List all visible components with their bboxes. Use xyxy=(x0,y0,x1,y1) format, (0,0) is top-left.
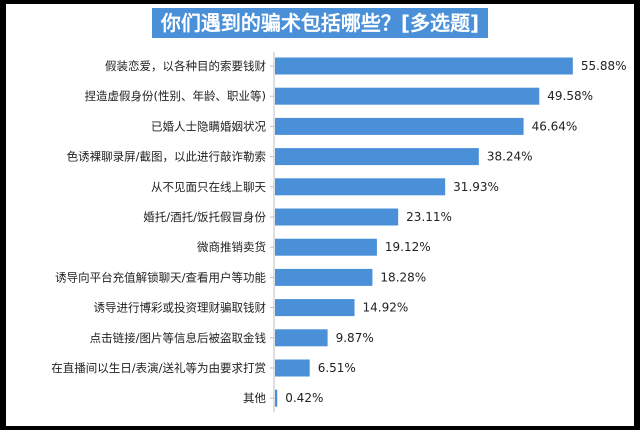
category-label: 捏造虚假身份(性别、年龄、职业等) xyxy=(85,89,266,103)
category-label: 在直播间以生日/表演/送礼等为由要求打赏 xyxy=(51,361,266,375)
category-label: 其他 xyxy=(243,391,266,405)
value-label: 6.51% xyxy=(318,361,356,375)
value-label: 23.11% xyxy=(406,210,452,224)
value-label: 19.12% xyxy=(385,240,431,254)
value-label: 49.58% xyxy=(547,89,593,103)
bar xyxy=(275,178,446,196)
value-label: 0.42% xyxy=(285,391,323,405)
value-label: 9.87% xyxy=(336,331,374,345)
category-label: 从不见面只在线上聊天 xyxy=(151,180,266,194)
bar xyxy=(275,359,310,377)
bar xyxy=(275,238,377,256)
category-label: 婚托/酒托/饭托假冒身份 xyxy=(143,210,266,224)
category-label: 已婚人士隐瞒婚姻状况 xyxy=(151,119,266,133)
value-label: 14.92% xyxy=(363,301,409,315)
bar xyxy=(275,329,328,347)
value-label: 18.28% xyxy=(380,270,426,284)
value-label: 31.93% xyxy=(453,180,499,194)
bar xyxy=(275,268,373,286)
category-label: 色诱裸聊录屏/截图，以此进行敲诈勒索 xyxy=(67,150,266,164)
bar xyxy=(275,389,278,407)
value-label: 38.24% xyxy=(487,150,533,164)
bar xyxy=(275,57,573,75)
bar xyxy=(275,208,399,226)
category-label: 微商推销卖货 xyxy=(197,240,266,254)
value-label: 55.88% xyxy=(581,59,627,73)
category-label: 诱导进行博彩或投资理财骗取钱财 xyxy=(94,301,267,315)
category-label: 诱导向平台充值解锁聊天/查看用户等功能 xyxy=(55,270,266,284)
bar xyxy=(275,299,355,317)
bar xyxy=(275,148,479,166)
bar xyxy=(275,87,540,105)
bar xyxy=(275,117,524,135)
value-label: 46.64% xyxy=(532,119,578,133)
chart-title: 你们遇到的骗术包括哪些？[多选题] xyxy=(152,8,488,38)
category-label: 点击链接/图片等信息后被盗取金钱 xyxy=(90,331,267,345)
category-label: 假装恋爱，以各种目的索要钱财 xyxy=(105,59,266,73)
